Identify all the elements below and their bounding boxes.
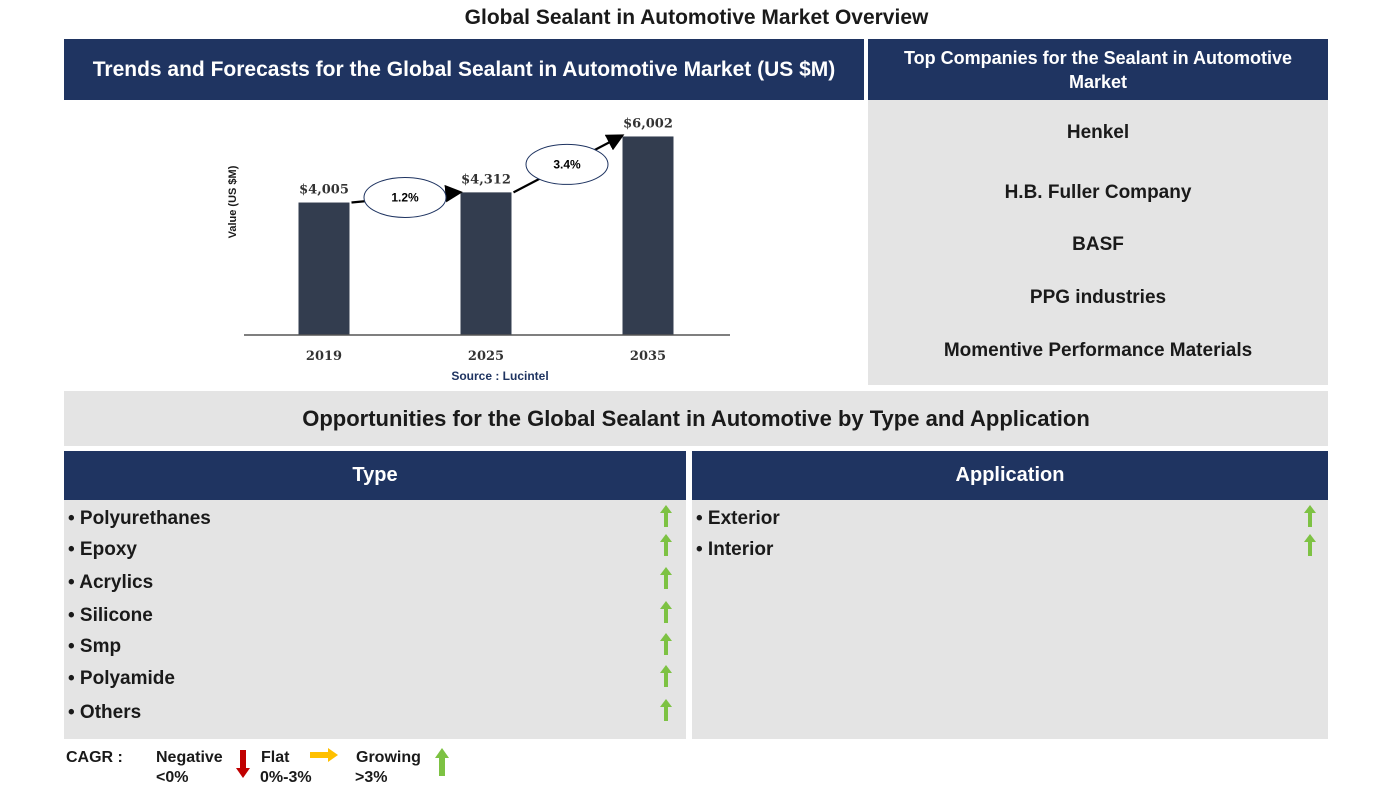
bar-chart: Value (US $M) $4,005 2019 $4,312 2025 $6,002 2… [227, 116, 730, 364]
chart-source: Source : Lucintel [451, 369, 549, 383]
legend-growing-range: >3% [355, 769, 388, 786]
trends-header: Trends and Forecasts for the Global Seal… [64, 39, 864, 100]
cagr-label: 3.4% [553, 157, 581, 171]
type-header: Type [64, 451, 686, 500]
type-item: • Smp [68, 636, 122, 657]
green-up-arrow-icon [435, 748, 449, 776]
company-item: Momentive Performance Materials [943, 340, 1253, 361]
bar-value-label: $4,005 [299, 183, 349, 198]
application-panel: • Exterior • Interior [692, 500, 1328, 739]
green-up-arrow-icon [660, 699, 672, 721]
green-up-arrow-icon [660, 534, 672, 556]
bar-value-label: $6,002 [623, 116, 673, 131]
legend-label: CAGR : [66, 749, 123, 766]
application-item: • Exterior [696, 508, 780, 529]
legend-negative-range: <0% [156, 769, 189, 786]
company-item: BASF [1072, 234, 1124, 255]
type-header-label: Type [352, 464, 398, 486]
legend-flat-label: Flat [261, 749, 290, 766]
bar-value-label: $4,312 [461, 172, 511, 187]
company-item: H.B. Fuller Company [1004, 182, 1192, 203]
opportunities-banner: Opportunities for the Global Sealant in … [64, 391, 1328, 446]
application-header: Application [692, 451, 1328, 500]
companies-title: Top Companies for the Sealant in Automot… [903, 47, 1293, 92]
companies-panel: Henkel H.B. Fuller Company BASF PPG indu… [868, 100, 1328, 385]
green-up-arrow-icon [1304, 534, 1316, 556]
yellow-right-arrow-icon [310, 748, 338, 762]
x-tick-label: 2019 [306, 349, 342, 364]
page-title: Global Sealant in Automotive Market Over… [464, 6, 929, 29]
y-axis-label: Value (US $M) [227, 165, 239, 238]
type-item: • Acrylics [68, 572, 154, 593]
legend-flat-range: 0%-3% [260, 769, 312, 786]
application-item: • Interior [696, 539, 774, 560]
bar [298, 202, 350, 335]
opportunities-title: Opportunities for the Global Sealant in … [302, 405, 1090, 431]
bar [460, 192, 512, 335]
green-up-arrow-icon [660, 567, 672, 589]
company-item: PPG industries [1029, 287, 1167, 308]
red-down-arrow-icon [236, 750, 250, 778]
type-item: • Silicone [68, 605, 153, 626]
x-tick-label: 2035 [630, 349, 666, 364]
type-item: • Epoxy [68, 539, 137, 560]
type-panel: • Polyurethanes • Epoxy • Acrylics • Sil… [64, 500, 686, 739]
type-item: • Polyamide [68, 668, 175, 689]
green-up-arrow-icon [1304, 505, 1316, 527]
bar [622, 136, 674, 335]
companies-header: Top Companies for the Sealant in Automot… [868, 39, 1328, 100]
type-item: • Others [68, 702, 142, 723]
cagr-label: 1.2% [391, 190, 419, 204]
application-header-label: Application [955, 464, 1065, 486]
trends-title: Trends and Forecasts for the Global Seal… [92, 58, 836, 81]
cagr-ellipse [525, 143, 609, 185]
green-up-arrow-icon [660, 601, 672, 623]
legend-negative-label: Negative [156, 749, 223, 766]
legend-growing-label: Growing [356, 749, 421, 766]
company-item: Henkel [1066, 122, 1130, 143]
green-up-arrow-icon [660, 505, 672, 527]
green-up-arrow-icon [660, 633, 672, 655]
x-tick-label: 2025 [468, 349, 504, 364]
cagr-ellipse [363, 176, 447, 218]
type-item: • Polyurethanes [68, 508, 211, 529]
green-up-arrow-icon [660, 665, 672, 687]
